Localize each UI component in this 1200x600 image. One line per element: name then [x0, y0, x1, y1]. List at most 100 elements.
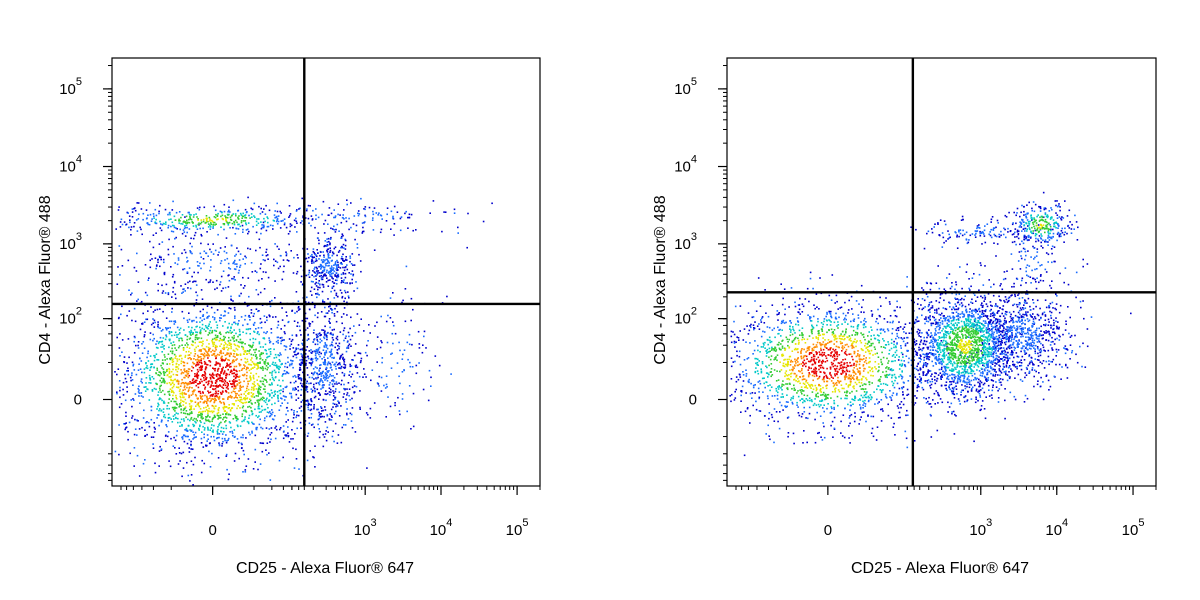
scatter-point [320, 272, 322, 274]
scatter-point [185, 215, 188, 218]
scatter-point [184, 225, 186, 227]
scatter-point [306, 248, 309, 250]
scatter-point [309, 255, 312, 257]
scatter-point [353, 325, 355, 327]
scatter-point [266, 411, 269, 413]
scatter-point [234, 387, 237, 389]
scatter-point [159, 371, 162, 374]
scatter-point [172, 398, 174, 400]
scatter-point [174, 237, 176, 240]
scatter-point [233, 365, 236, 368]
scatter-point [230, 370, 232, 372]
scatter-point [1075, 271, 1078, 274]
scatter-point [128, 289, 130, 291]
scatter-point [320, 413, 322, 415]
scatter-point [279, 392, 282, 395]
scatter-point [257, 218, 260, 220]
scatter-point [272, 394, 275, 397]
scatter-point [240, 316, 243, 318]
scatter-point [269, 348, 272, 350]
scatter-point [355, 366, 357, 368]
scatter-point [332, 277, 334, 280]
scatter-point [202, 392, 204, 394]
scatter-point [171, 387, 174, 389]
scatter-point [310, 382, 312, 385]
scatter-point [320, 378, 322, 380]
scatter-point [137, 341, 140, 343]
scatter-point [181, 214, 184, 216]
scatter-point [199, 329, 202, 331]
scatter-point [174, 219, 177, 221]
scatter-point [411, 343, 413, 346]
scatter-point [149, 240, 151, 243]
scatter-point [193, 280, 195, 283]
scatter-point [345, 256, 347, 258]
scatter-point [137, 387, 139, 390]
scatter-point [193, 424, 196, 427]
scatter-point [335, 388, 337, 390]
scatter-point [267, 437, 270, 440]
scatter-point [190, 237, 192, 240]
scatter-point [203, 422, 206, 425]
scatter-point [334, 274, 336, 276]
scatter-point [984, 417, 987, 420]
scatter-point [255, 414, 257, 417]
scatter-point [190, 405, 193, 407]
scatter-point [972, 356, 975, 358]
scatter-point [1048, 389, 1050, 391]
scatter-point [179, 460, 181, 462]
scatter-point [306, 380, 308, 383]
scatter-point [220, 343, 223, 345]
scatter-point [326, 332, 329, 334]
scatter-point [202, 347, 204, 350]
scatter-point [163, 378, 165, 381]
scatter-point [174, 320, 176, 322]
scatter-point [295, 272, 298, 275]
scatter-point [199, 332, 202, 335]
scatter-point [233, 460, 236, 462]
scatter-point [929, 403, 932, 405]
scatter-point [212, 221, 215, 224]
scatter-point [336, 311, 339, 313]
scatter-point [306, 386, 309, 388]
scatter-point [329, 362, 331, 365]
scatter-point [255, 349, 257, 351]
scatter-point [229, 329, 232, 332]
scatter-point [248, 405, 251, 408]
scatter-point [183, 249, 186, 251]
scatter-point [244, 469, 247, 471]
scatter-point [198, 405, 201, 408]
scatter-point [979, 316, 981, 319]
scatter-point [948, 406, 951, 408]
scatter-point [242, 405, 245, 407]
scatter-point [295, 380, 297, 383]
scatter-point [258, 393, 260, 395]
scatter-point [182, 372, 185, 374]
scatter-point [1073, 228, 1075, 230]
scatter-point [189, 251, 192, 254]
scatter-point [190, 444, 192, 447]
scatter-point [1060, 378, 1062, 380]
scatter-point [272, 228, 274, 230]
scatter-point [236, 438, 239, 440]
scatter-point [272, 378, 274, 380]
scatter-point [335, 405, 337, 408]
scatter-point [127, 259, 130, 262]
scatter-point [943, 288, 946, 290]
scatter-point [366, 344, 368, 347]
scatter-point [958, 400, 961, 402]
scatter-point [124, 377, 127, 380]
scatter-point [149, 213, 152, 216]
scatter-point [213, 435, 215, 438]
scatter-point [204, 394, 206, 397]
scatter-point [248, 417, 250, 419]
scatter-point [267, 276, 270, 279]
scatter-point [178, 339, 180, 342]
scatter-point [148, 374, 151, 377]
scatter-point [333, 313, 336, 315]
scatter-point [218, 385, 220, 387]
scatter-point [332, 339, 335, 341]
scatter-point [249, 345, 251, 348]
scatter-point [223, 359, 226, 362]
